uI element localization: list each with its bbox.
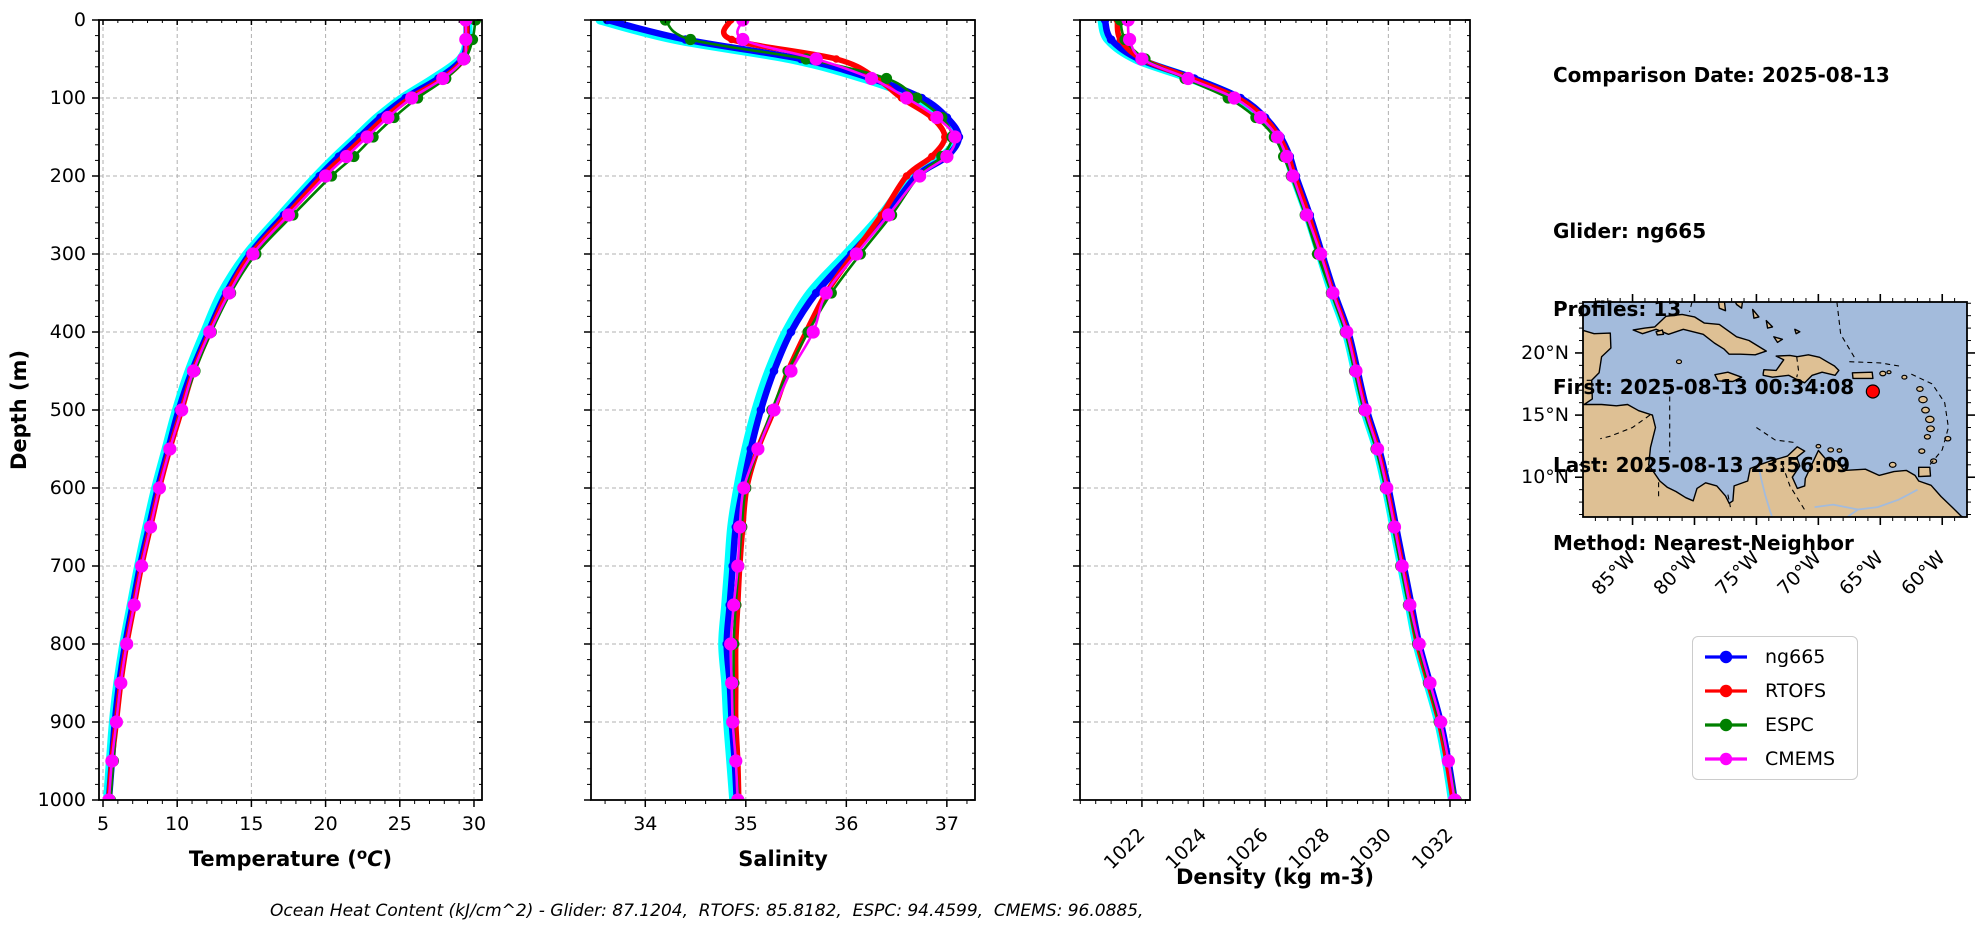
svg-text:15°N: 15°N bbox=[1521, 404, 1569, 426]
svg-text:700: 700 bbox=[50, 555, 86, 577]
map-small-islands bbox=[1675, 359, 1952, 468]
map-contents bbox=[1583, 302, 1967, 517]
landmass-longisland bbox=[1752, 308, 1760, 319]
svg-text:1032: 1032 bbox=[1408, 824, 1458, 874]
svg-text:0: 0 bbox=[74, 9, 86, 31]
svg-text:1022: 1022 bbox=[1100, 824, 1150, 874]
landmass-inagua bbox=[1773, 336, 1784, 344]
landmass-juventud bbox=[1655, 329, 1665, 336]
salinity-plot: 34 35 36 37 Salinity bbox=[584, 19, 976, 871]
legend: ng665 RTOFS ESPC CMEMS bbox=[1692, 636, 1858, 780]
legend-line-sample bbox=[1705, 650, 1747, 664]
axis-ticks bbox=[584, 19, 975, 807]
xaxis-label: Temperature (oC) bbox=[189, 845, 392, 871]
first-profile-time-text: First: 2025-08-13 00:34:08 bbox=[1553, 375, 1855, 399]
legend-label: RTOFS bbox=[1765, 680, 1827, 702]
axis-ticks bbox=[92, 19, 482, 807]
svg-text:500: 500 bbox=[50, 399, 86, 421]
legend-label: CMEMS bbox=[1765, 748, 1836, 770]
data-series bbox=[102, 20, 482, 800]
tick-labels: 5 10 15 20 25 3001002003004005006007008009001… bbox=[38, 9, 486, 835]
series-CMEMS-markers bbox=[724, 20, 962, 800]
map-rivers bbox=[1757, 464, 1918, 517]
svg-text:60°W: 60°W bbox=[1897, 547, 1950, 600]
method-text: Method: Nearest-Neighbor bbox=[1553, 531, 1854, 555]
landmass-turks bbox=[1794, 328, 1801, 335]
gridlines bbox=[1080, 19, 1470, 801]
svg-text:20: 20 bbox=[314, 813, 338, 835]
series-CMEMS-markers bbox=[1121, 20, 1462, 800]
svg-text:25: 25 bbox=[388, 813, 412, 835]
legend-label: ng665 bbox=[1765, 646, 1826, 668]
svg-text:30: 30 bbox=[462, 813, 486, 835]
svg-text:10: 10 bbox=[165, 813, 189, 835]
last-profile-time-text: Last: 2025-08-13 23:56:09 bbox=[1553, 453, 1851, 477]
axis-ticks bbox=[1073, 19, 1470, 807]
ocean-heat-content-caption: Ocean Heat Content (kJ/cm^2) - Glider: 8… bbox=[270, 901, 1144, 921]
legend-line-sample bbox=[1705, 684, 1747, 698]
temperature-plot: 5 10 15 20 25 3001002003004005006007008009001… bbox=[7, 9, 486, 871]
legend-label: ESPC bbox=[1765, 714, 1814, 736]
legend-line-sample bbox=[1705, 752, 1747, 766]
svg-text:20°N: 20°N bbox=[1521, 342, 1569, 364]
svg-text:36: 36 bbox=[834, 813, 858, 835]
profiles-count-text: Profiles: 13 bbox=[1553, 297, 1682, 321]
gridlines bbox=[591, 19, 975, 801]
legend-item-espc: ESPC bbox=[1703, 711, 1847, 739]
legend-item-ng665: ng665 bbox=[1703, 643, 1847, 671]
landmass-acklins bbox=[1765, 319, 1774, 329]
tick-labels: 34 35 36 37 bbox=[633, 813, 959, 835]
glider-position-marker bbox=[1865, 384, 1880, 399]
landmass-hispaniola bbox=[1762, 354, 1840, 384]
legend-line-sample bbox=[1705, 718, 1747, 732]
svg-text:800: 800 bbox=[50, 633, 86, 655]
data-series bbox=[595, 20, 964, 800]
series-CMEMS-markers bbox=[102, 20, 473, 800]
svg-text:200: 200 bbox=[50, 165, 86, 187]
xaxis-label: Salinity bbox=[738, 847, 828, 871]
landmass-trinidad bbox=[1918, 466, 1932, 478]
svg-text:5: 5 bbox=[97, 813, 109, 835]
data-series bbox=[1097, 20, 1462, 800]
svg-text:37: 37 bbox=[935, 813, 959, 835]
series-glider-raw bbox=[103, 20, 473, 800]
svg-text:35: 35 bbox=[734, 813, 758, 835]
landmass-puertorico bbox=[1851, 371, 1874, 380]
svg-text:400: 400 bbox=[50, 321, 86, 343]
info-panel: Comparison Date: 2025-08-13 Glider: ng66… bbox=[1553, 10, 1890, 608]
svg-text:15: 15 bbox=[239, 813, 263, 835]
comparison-date-text: Comparison Date: 2025-08-13 bbox=[1553, 63, 1890, 87]
map-frame bbox=[1582, 301, 1968, 518]
map-ticks bbox=[1575, 294, 1975, 525]
landmass-mainland bbox=[1583, 329, 1965, 517]
svg-text:100: 100 bbox=[50, 87, 86, 109]
glider-name-text: Glider: ng665 bbox=[1553, 219, 1707, 243]
legend-item-cmems: CMEMS bbox=[1703, 745, 1847, 773]
yaxis-label: Depth (m) bbox=[7, 350, 31, 470]
landmass-cuba bbox=[1632, 313, 1767, 356]
svg-text:34: 34 bbox=[633, 813, 657, 835]
svg-text:600: 600 bbox=[50, 477, 86, 499]
svg-text:300: 300 bbox=[50, 243, 86, 265]
svg-text:900: 900 bbox=[50, 711, 86, 733]
landmass-jamaica bbox=[1714, 371, 1743, 383]
legend-item-rtofs: RTOFS bbox=[1703, 677, 1847, 705]
svg-text:1000: 1000 bbox=[38, 789, 86, 811]
map-boundaries bbox=[1583, 302, 1949, 513]
landmass-andros bbox=[1717, 302, 1727, 312]
svg-text:10°N: 10°N bbox=[1521, 466, 1569, 488]
xaxis-label: Density (kg m-3) bbox=[1176, 865, 1374, 889]
map-land bbox=[1583, 302, 1965, 517]
info-spacer bbox=[1553, 140, 1890, 166]
gridlines bbox=[99, 19, 482, 801]
